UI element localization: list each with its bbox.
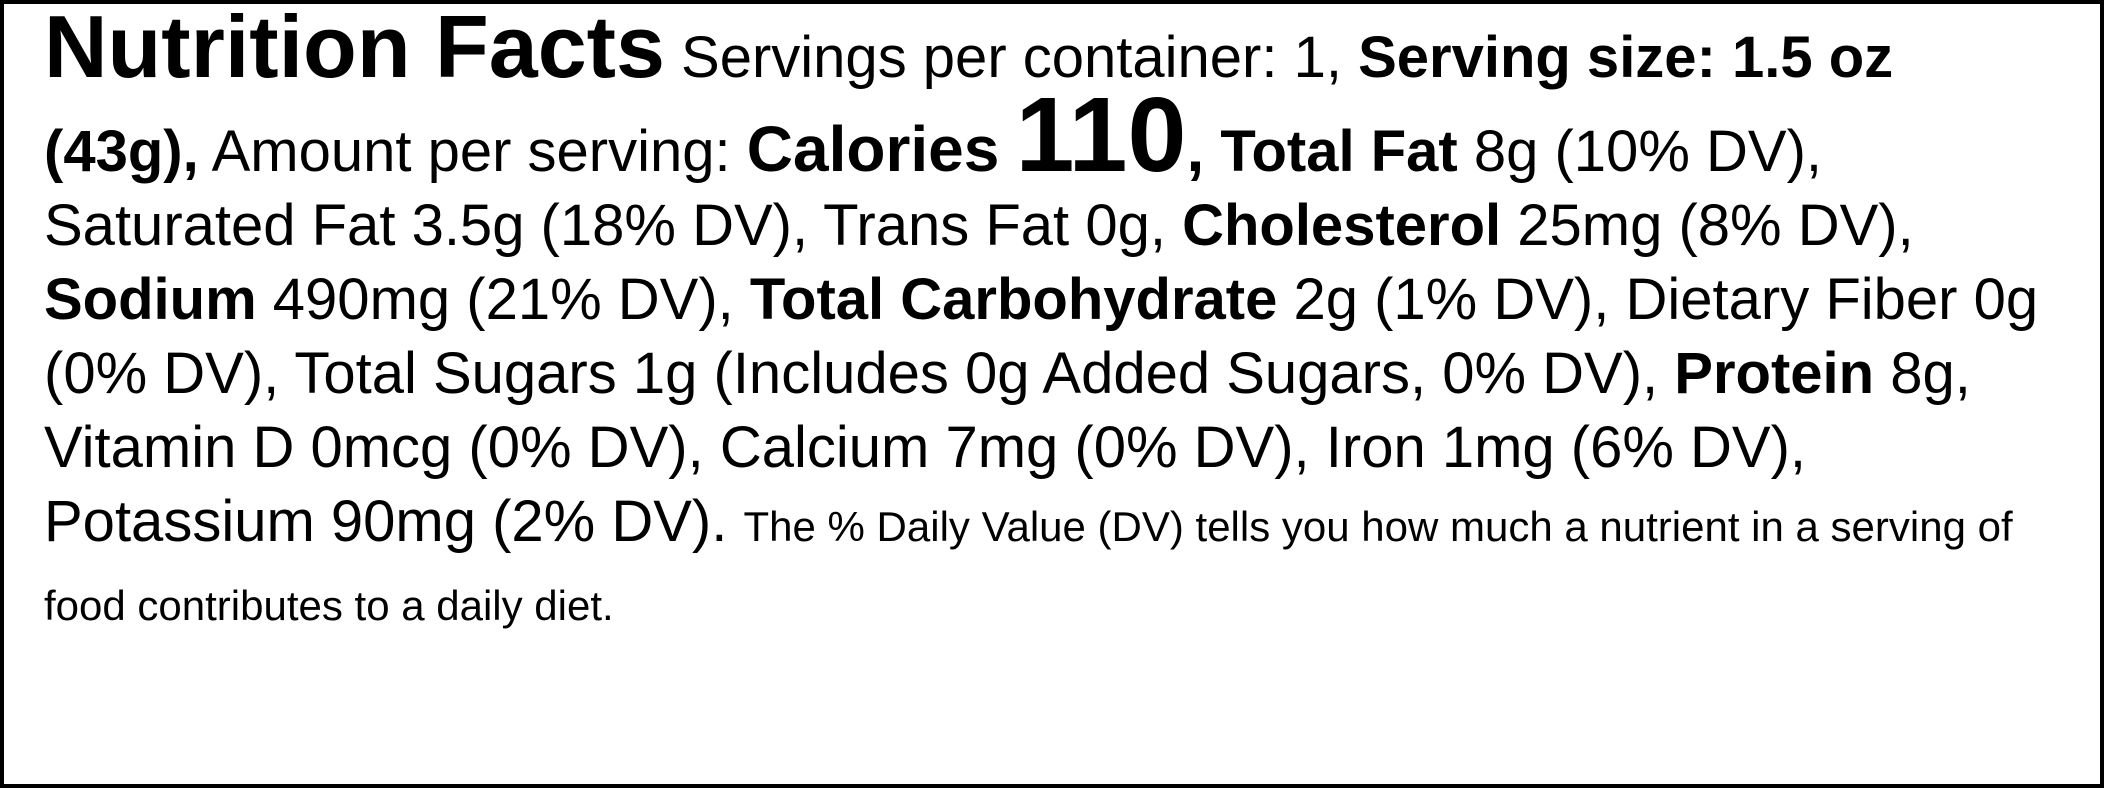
- nutrient-list: Total Fat 8g (10% DV), Saturated Fat 3.5…: [44, 119, 2038, 554]
- nutrient-name: Cholesterol: [1182, 193, 1502, 258]
- title: Nutrition Facts: [44, 0, 665, 96]
- nutrient-amount: 8g (10% DV),: [1473, 119, 1823, 184]
- nutrient-name: Total Fat: [1220, 119, 1458, 184]
- nutrient-name: Protein: [1674, 341, 1875, 406]
- nutrient-amount: 8g,: [1890, 341, 1971, 406]
- nutrient-name: Sodium: [44, 267, 257, 332]
- amount-per-serving: Amount per serving:: [211, 119, 731, 184]
- nutrient-amount: 490mg (21% DV),: [272, 267, 734, 332]
- calories-label: Calories: [746, 113, 1000, 185]
- nutrient-name: Iron: [1325, 415, 1426, 480]
- nutrient-amount: 0mcg (0% DV),: [310, 415, 704, 480]
- nutrient-amount: 1g (Includes 0g Added Sugars, 0% DV),: [632, 341, 1659, 406]
- nutrient-amount: 1mg (6% DV),: [1441, 415, 1807, 480]
- servings: Servings per container: 1,: [681, 25, 1342, 90]
- nutrient-name: Dietary Fiber: [1625, 267, 1958, 332]
- nutrient-amount: 25mg (8% DV),: [1517, 193, 1914, 258]
- nutrient-name: Vitamin D: [44, 415, 295, 480]
- nutrient-amount: 3.5g (18% DV),: [411, 193, 809, 258]
- nutrient-name: Saturated Fat: [44, 193, 396, 258]
- calories-value: 110: [1015, 76, 1187, 194]
- nutrient-name: Total Sugars: [294, 341, 617, 406]
- serving-size: Serving size: 1.5 oz (43g),: [44, 25, 1894, 184]
- footnote: The % Daily Value (DV) tells you how muc…: [44, 503, 2013, 629]
- nutrient-amount: 0g,: [1085, 193, 1166, 258]
- nutrient-name: Potassium: [44, 489, 315, 554]
- nutrient-name: Trans Fat: [823, 193, 1070, 258]
- nutrient-amount: 90mg (2% DV).: [330, 489, 728, 554]
- calories-separator: ,: [1186, 113, 1205, 185]
- nutrient-name: Total Carbohydrate: [749, 267, 1278, 332]
- nutrient-amount: 7mg (0% DV),: [945, 415, 1310, 480]
- nutrient-amount: 2g (1% DV),: [1293, 267, 1610, 332]
- nutrient-name: Calcium: [719, 415, 930, 480]
- nutrient-amount: 0g (0% DV),: [44, 267, 2039, 406]
